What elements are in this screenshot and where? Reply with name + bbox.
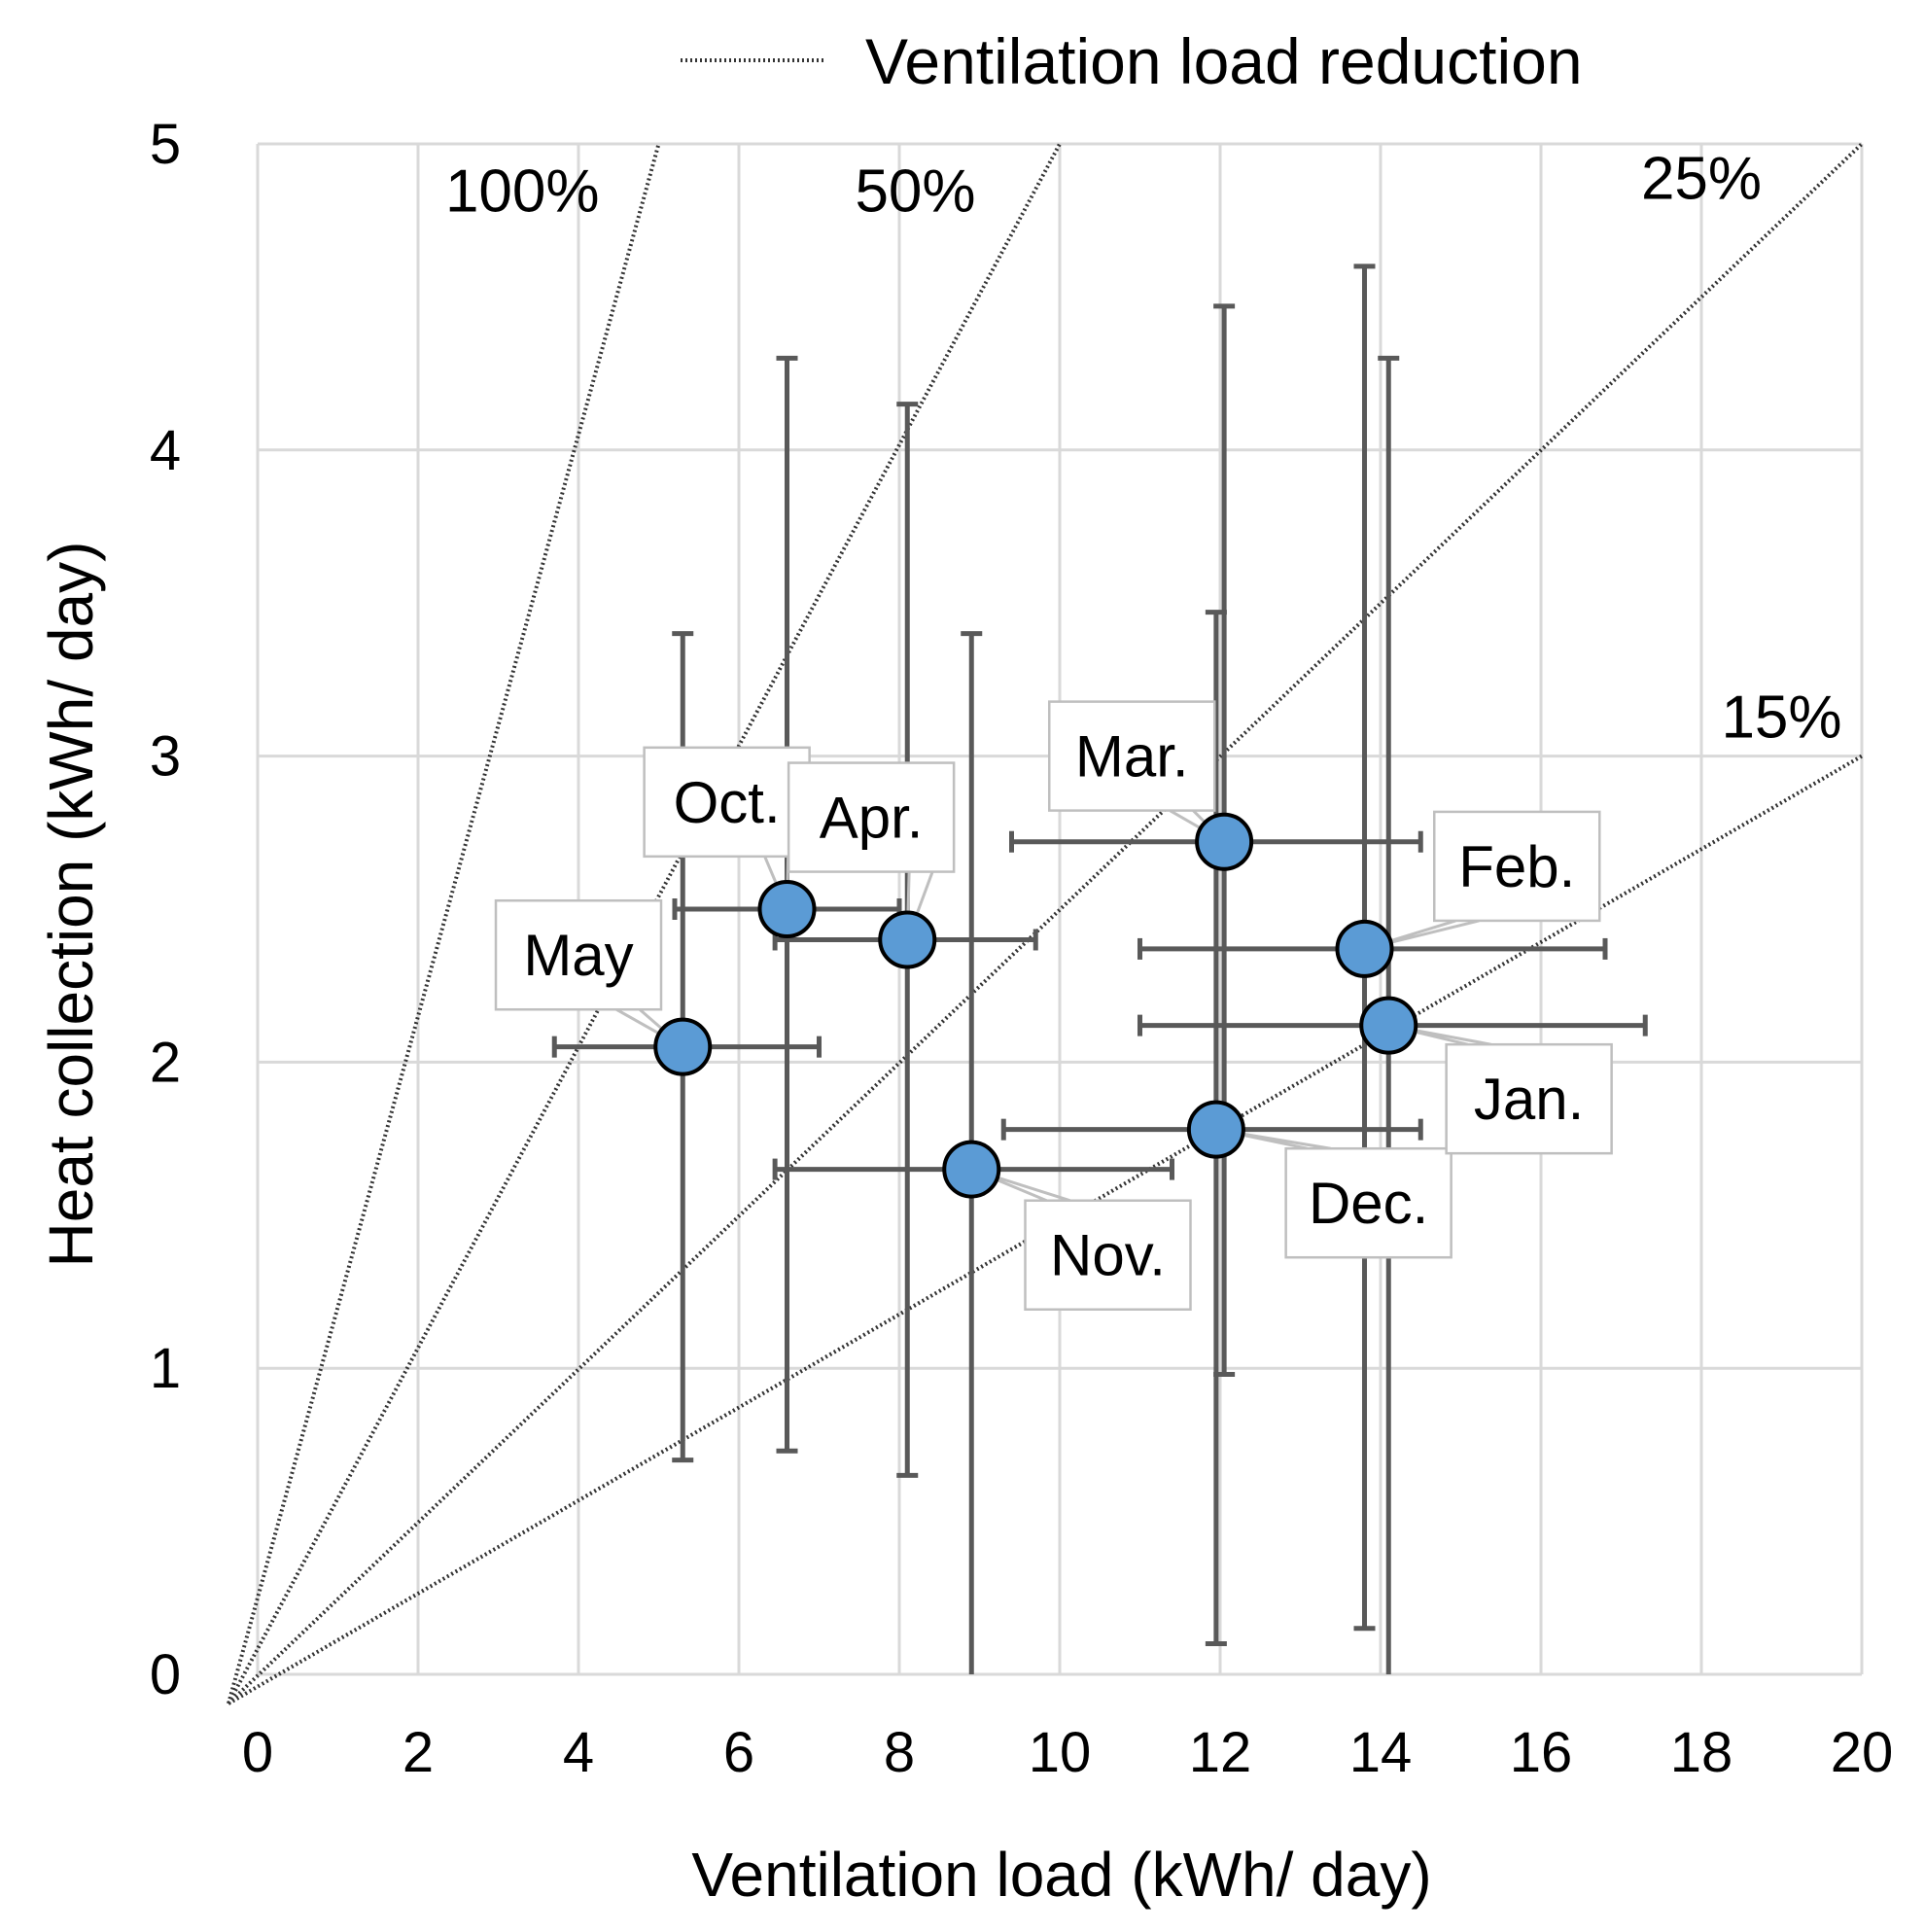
x-tick-label: 8 <box>884 1721 915 1784</box>
point-label: Apr. <box>820 786 924 851</box>
x-tick-label: 0 <box>242 1721 273 1784</box>
data-point-marker <box>1335 919 1394 978</box>
x-tick-label: 14 <box>1349 1721 1413 1784</box>
reference-line-25pct <box>227 142 1864 1705</box>
point-label-box <box>787 761 956 873</box>
point-label-box <box>1024 1199 1192 1311</box>
point-label-box <box>1445 1042 1613 1155</box>
data-point-marker <box>1186 1100 1245 1159</box>
point-label: Mar. <box>1075 724 1189 790</box>
y-tick-label: 5 <box>150 113 181 176</box>
y-tick-label: 2 <box>150 1031 181 1094</box>
point-label-box <box>1433 810 1601 923</box>
data-point-marker <box>878 910 937 969</box>
reference-lines: 100% 50% 25% 15% <box>227 142 1864 1705</box>
reference-line-label: 15% <box>1721 685 1841 752</box>
point-label-box <box>1048 700 1216 812</box>
point-label-box <box>643 746 811 859</box>
data-point-marker <box>757 880 817 938</box>
point-label: Feb. <box>1458 834 1575 899</box>
x-tick-label: 6 <box>723 1721 754 1784</box>
data-point-marker <box>942 1140 1001 1199</box>
y-tick-label: 4 <box>150 419 181 482</box>
legend: Ventilation load reduction <box>681 25 1583 97</box>
data-markers <box>653 812 1418 1199</box>
y-tick-label: 3 <box>150 725 181 789</box>
reference-line-label: 25% <box>1641 146 1762 213</box>
label-leaders <box>615 809 1491 1203</box>
reference-line-label: 100% <box>445 158 600 225</box>
point-label: Jan. <box>1474 1067 1584 1132</box>
point-label-box <box>494 898 663 1011</box>
x-axis-title: Ventilation load (kWh/ day) <box>691 1840 1431 1910</box>
error-bars <box>551 263 1648 1674</box>
point-label: Nov. <box>1050 1223 1166 1288</box>
reference-line-100pct <box>227 143 661 1704</box>
y-tick-label: 0 <box>150 1643 181 1706</box>
point-label: Dec. <box>1309 1171 1428 1236</box>
y-tick-label: 1 <box>150 1337 181 1400</box>
x-tick-label: 10 <box>1029 1721 1092 1784</box>
point-label: Oct. <box>674 770 781 835</box>
x-tick-label: 18 <box>1670 1721 1733 1784</box>
point-labels: May Oct. Apr. Nov. Mar. Dec. Feb. Jan. <box>494 700 1613 1311</box>
reference-line-label: 50% <box>855 158 975 225</box>
data-point-marker <box>1195 812 1254 871</box>
data-point-marker <box>653 1017 713 1076</box>
point-label-box <box>1284 1146 1452 1259</box>
x-tick-label: 2 <box>402 1721 434 1784</box>
x-tick-label: 12 <box>1189 1721 1252 1784</box>
x-tick-label: 20 <box>1831 1721 1894 1784</box>
x-tick-label: 4 <box>563 1721 594 1784</box>
x-tick-label: 16 <box>1510 1721 1573 1784</box>
data-point-marker <box>1359 996 1418 1055</box>
point-label: May <box>523 923 633 988</box>
legend-label: Ventilation load reduction <box>865 25 1583 97</box>
y-axis-title: Heat collection (kWh/ day) <box>36 542 106 1268</box>
